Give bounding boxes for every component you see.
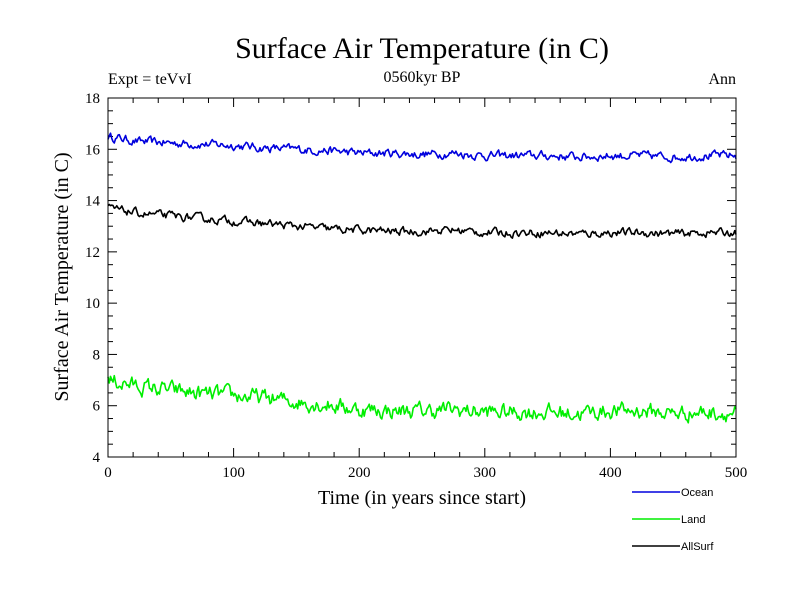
series-line-land [107, 374, 737, 424]
y-tick-label: 4 [93, 450, 101, 466]
legend-label-allsurf: AllSurf [681, 541, 714, 553]
y-tick-label: 6 [93, 399, 101, 415]
x-tick-label: 500 [725, 465, 748, 481]
x-tick-label: 300 [474, 465, 497, 481]
data-series [107, 132, 737, 424]
season-label: Ann [708, 71, 736, 88]
legend: Ocean Land AllSurf [632, 487, 714, 553]
legend-label-ocean: Ocean [681, 487, 713, 499]
y-tick-label: 12 [85, 245, 100, 261]
y-tick-labels: 4 6 8 10 12 14 16 18 [85, 91, 101, 466]
y-tick-label: 10 [85, 296, 100, 312]
x-axis-label: Time (in years since start) [318, 487, 526, 509]
legend-label-land: Land [681, 514, 705, 526]
x-tick-label: 200 [348, 465, 371, 481]
x-tick-labels: 0 100 200 300 400 500 [104, 465, 747, 481]
chart-subtitle: 0560kyr BP [384, 69, 461, 86]
chart-title: Surface Air Temperature (in C) [235, 32, 609, 65]
x-tick-label: 400 [599, 465, 622, 481]
x-tick-label: 100 [222, 465, 245, 481]
axis-ticks [107, 97, 737, 458]
y-axis-label: Surface Air Temperature (in C) [51, 152, 73, 401]
plot-frame [107, 97, 737, 458]
y-tick-label: 18 [85, 91, 100, 107]
y-tick-label: 16 [85, 142, 101, 158]
x-tick-label: 0 [104, 465, 112, 481]
y-tick-label: 8 [93, 347, 101, 363]
y-tick-label: 14 [85, 194, 101, 210]
series-line-allsurf [107, 203, 737, 239]
series-line-ocean [107, 132, 737, 164]
experiment-label: Expt = teVvI [108, 71, 192, 88]
